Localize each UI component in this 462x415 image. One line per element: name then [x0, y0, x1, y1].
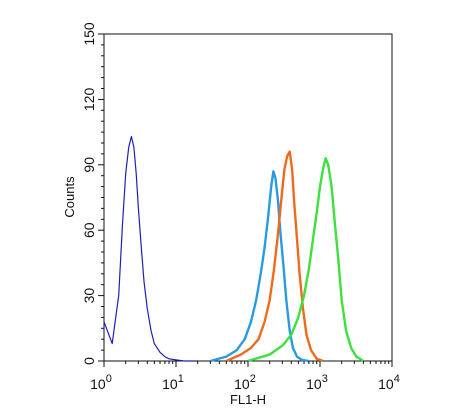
- plot-frame: [103, 33, 393, 362]
- y-tick-label: 150: [81, 22, 97, 46]
- series-line-3: [225, 150, 324, 363]
- y-tick-label: 0: [81, 357, 97, 365]
- y-axis-title: Counts: [62, 176, 77, 218]
- y-tick-label: 30: [81, 288, 97, 304]
- y-axis: 0 30 60 90 120 150: [81, 22, 104, 365]
- x-axis: 100 101 102 103 104: [90, 361, 400, 392]
- y-tick-label: 60: [81, 222, 97, 238]
- y-tick-label: 120: [81, 88, 97, 112]
- x-tick-label: 102: [234, 373, 256, 392]
- x-tick-label: 100: [90, 373, 112, 392]
- series-layer: [103, 135, 364, 363]
- x-tick-label: 104: [378, 373, 400, 392]
- x-tick-label: 103: [306, 373, 328, 392]
- series-line-1: [103, 135, 198, 362]
- x-axis-title: FL1-H: [230, 392, 266, 407]
- series-line-2: [210, 170, 309, 363]
- y-tick-label: 90: [81, 157, 97, 173]
- series-line-4: [247, 157, 364, 363]
- x-tick-label: 101: [162, 373, 184, 392]
